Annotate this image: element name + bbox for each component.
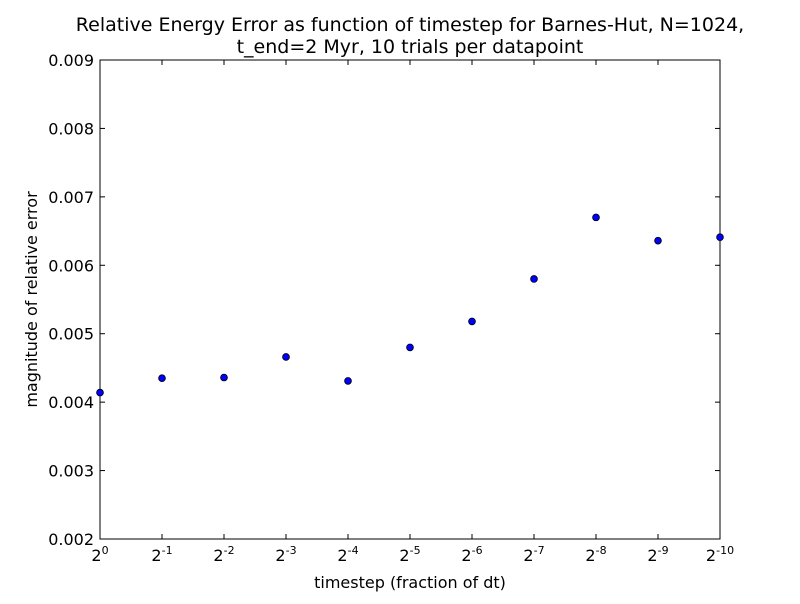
plot-area xyxy=(99,59,721,540)
chart-title-line-2: t_end=2 Myr, 10 trials per datapoint xyxy=(237,36,584,58)
data-point xyxy=(158,374,166,382)
data-points xyxy=(96,213,724,397)
x-tick-label: 20 xyxy=(91,544,108,565)
chart-title-line-1: Relative Energy Error as function of tim… xyxy=(76,14,744,36)
x-axis-label: timestep (fraction of dt) xyxy=(314,573,506,592)
x-axis-ticks: 20 2-1 2-2 2-3 2-4 2-5 2-6 2-7 2-8 2-9 2-10 xyxy=(91,60,734,565)
x-tick-label: 2-10 xyxy=(706,544,734,565)
data-point xyxy=(220,373,228,382)
y-tick-label: 0.007 xyxy=(48,188,94,207)
x-tick-label: 2-6 xyxy=(461,544,482,565)
x-tick-label: 2-5 xyxy=(399,544,420,565)
y-tick-label: 0.006 xyxy=(48,256,94,275)
data-point xyxy=(592,213,600,222)
y-axis-ticks: 0.002 0.003 0.004 0.005 0.006 0.007 0.008 0.009 xyxy=(48,51,720,549)
data-point xyxy=(344,377,352,385)
y-tick-label: 0.004 xyxy=(48,393,94,412)
data-point xyxy=(282,353,290,361)
x-tick-label: 2-8 xyxy=(585,544,606,565)
data-point xyxy=(96,388,104,397)
x-tick-label: 2-4 xyxy=(337,544,358,565)
x-tick-label: 2-3 xyxy=(275,544,296,565)
x-tick-label: 2-9 xyxy=(647,544,668,565)
data-point xyxy=(406,343,414,352)
data-point xyxy=(654,236,662,245)
x-tick-label: 2-2 xyxy=(213,544,234,565)
y-tick-label: 0.003 xyxy=(48,462,94,481)
x-tick-label: 2-7 xyxy=(523,544,544,565)
data-point xyxy=(530,275,538,283)
x-tick-label: 2-1 xyxy=(151,544,172,565)
y-axis-label: magnitude of relative error xyxy=(22,191,41,408)
y-tick-label: 0.002 xyxy=(48,530,94,549)
y-tick-label: 0.009 xyxy=(48,51,94,70)
data-point xyxy=(468,317,476,326)
chart-title: Relative Energy Error as function of tim… xyxy=(76,14,744,58)
data-point xyxy=(716,233,724,242)
y-tick-label: 0.008 xyxy=(48,119,94,138)
y-tick-label: 0.005 xyxy=(48,325,94,344)
